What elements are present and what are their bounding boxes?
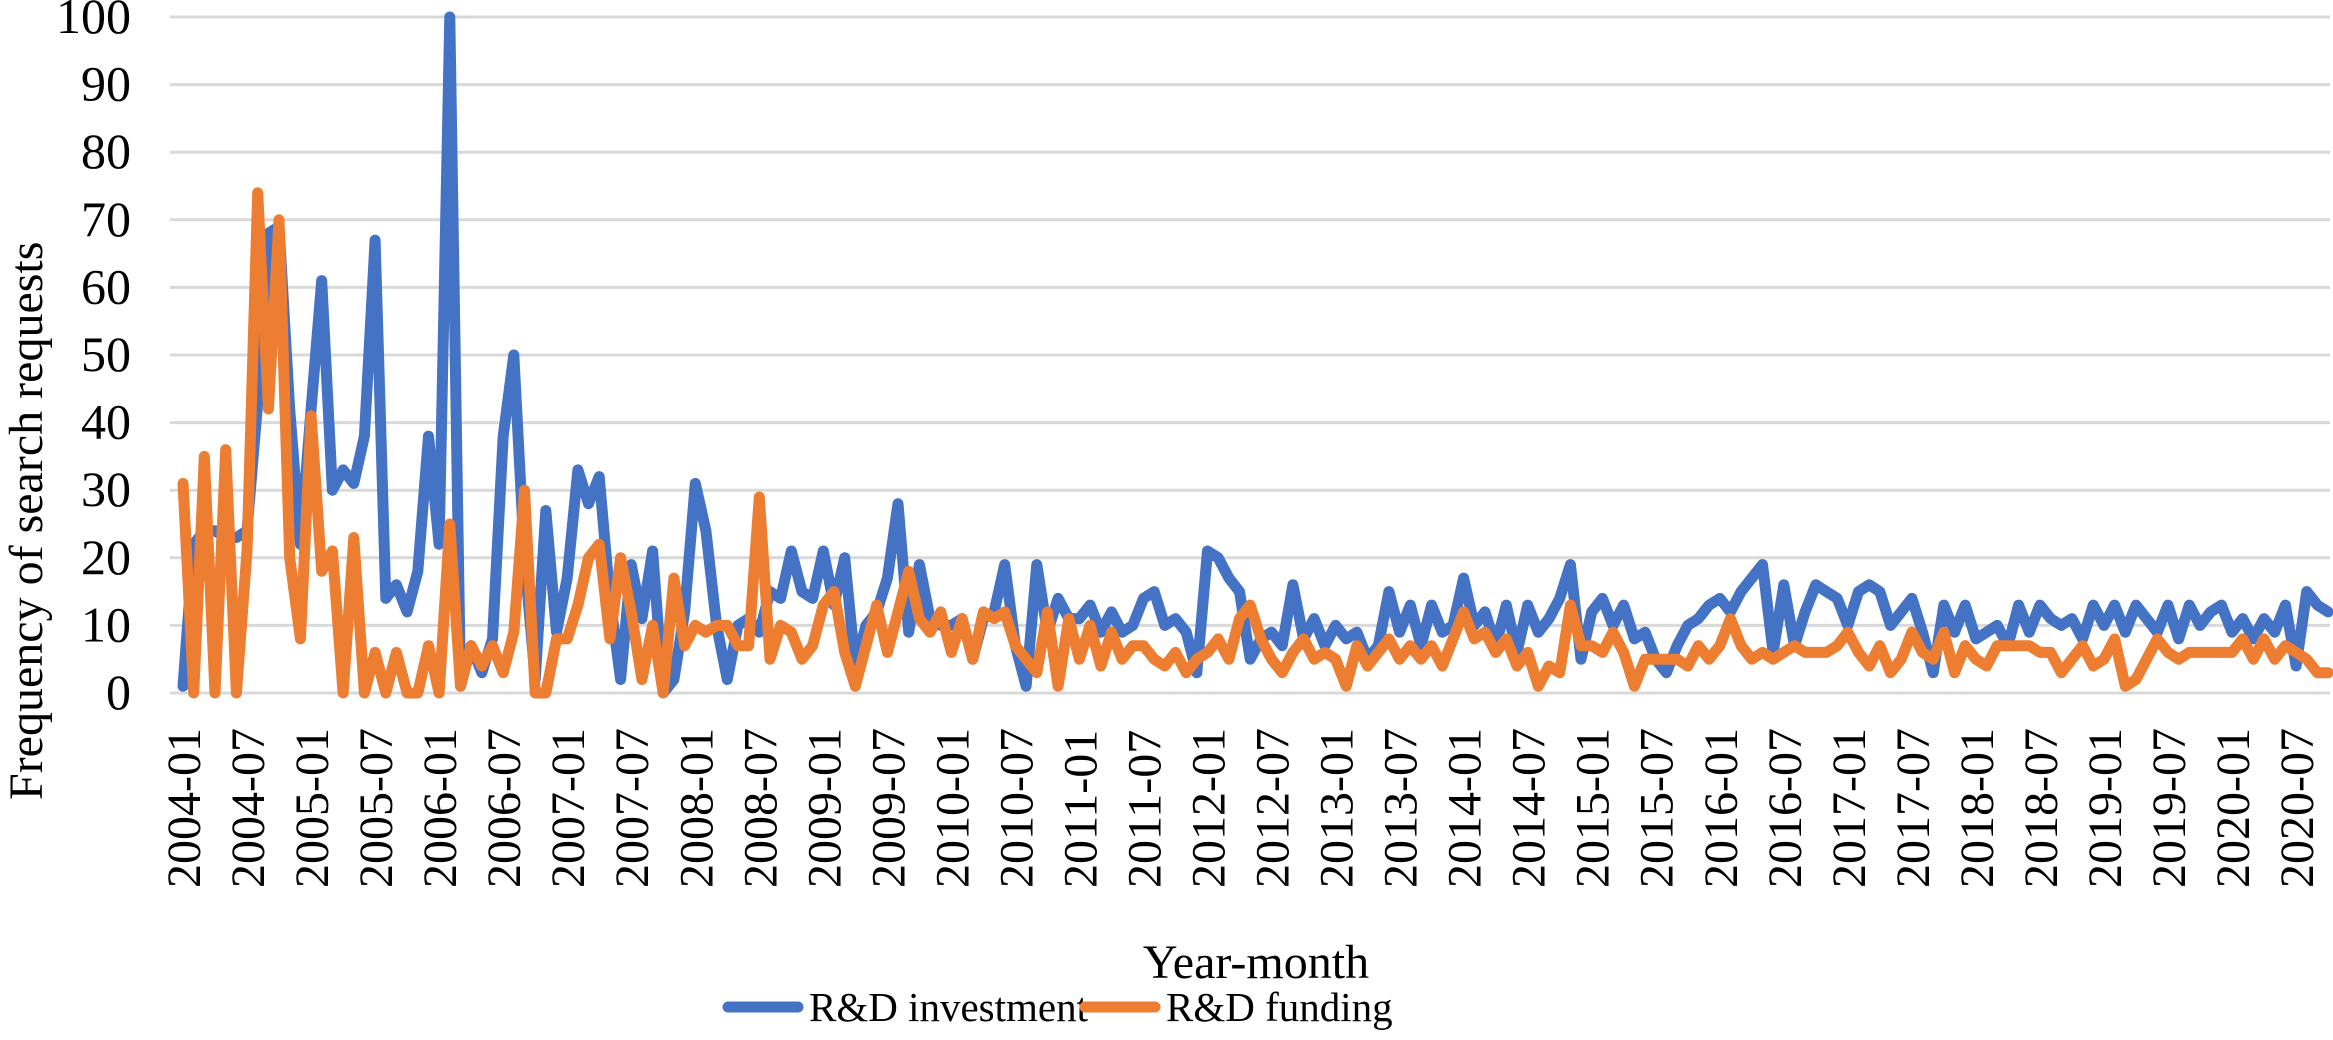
x-tick-label: 2015-01 [1567, 728, 1620, 888]
x-tick-label: 2008-01 [670, 728, 723, 888]
legend-item-rd-funding: R&D funding [1079, 984, 1393, 1030]
legend: R&D investment R&D funding [722, 984, 1393, 1030]
x-tick-label: 2014-07 [1503, 728, 1556, 888]
y-tick-label: 30 [81, 461, 131, 517]
x-tick-label: 2016-07 [1759, 728, 1812, 888]
x-tick-label: 2018-07 [2015, 728, 2068, 888]
x-tick-label: 2006-07 [478, 728, 531, 888]
y-tick-label: 40 [81, 394, 131, 450]
y-tick-label: 80 [81, 123, 131, 179]
x-tick-label: 2017-01 [1823, 728, 1876, 888]
x-axis-title: Year-month [1143, 936, 1369, 989]
x-tick-label: 2007-01 [542, 728, 595, 888]
x-tick-label: 2011-07 [1119, 730, 1172, 888]
x-tick-label: 2011-01 [1054, 730, 1107, 888]
x-tick-label: 2008-07 [734, 728, 787, 888]
x-tick-label: 2018-01 [1951, 728, 2004, 888]
x-tick-label: 2005-07 [350, 728, 403, 888]
y-tick-label: 70 [81, 191, 131, 247]
series-layer [177, 11, 2333, 699]
x-tick-label: 2004-01 [158, 728, 211, 888]
x-tick-label: 2014-01 [1439, 728, 1492, 888]
y-tick-label: 50 [81, 326, 131, 382]
x-tick-label: 2010-01 [926, 728, 979, 888]
y-axis-title: Frequency of search requests [0, 242, 53, 800]
x-tick-label: 2019-01 [2079, 728, 2132, 888]
x-tick-label: 2009-07 [862, 728, 915, 888]
x-tick-label: 2015-07 [1631, 728, 1684, 888]
y-tick-label: 100 [56, 0, 131, 44]
series-line-r-d-investment [177, 11, 2333, 699]
y-axis-tick-labels: 0 10 20 30 40 50 60 70 80 90 100 [56, 0, 131, 720]
y-tick-label: 20 [81, 529, 131, 585]
series-line-r-d-funding [177, 187, 2333, 699]
y-tick-label: 90 [81, 56, 131, 112]
x-tick-label: 2007-07 [606, 728, 659, 888]
x-tick-label: 2020-01 [2207, 728, 2260, 888]
x-tick-label: 2019-07 [2143, 728, 2196, 888]
y-tick-label: 60 [81, 258, 131, 314]
y-tick-label: 10 [81, 596, 131, 652]
x-tick-label: 2016-01 [1695, 728, 1748, 888]
x-tick-label: 2020-07 [2271, 728, 2324, 888]
x-tick-label: 2013-07 [1375, 728, 1428, 888]
x-tick-label: 2013-01 [1311, 728, 1364, 888]
x-tick-label: 2006-01 [414, 728, 467, 888]
x-tick-label: 2017-07 [1887, 728, 1940, 888]
x-tick-label: 2005-01 [286, 728, 339, 888]
legend-item-rd-investment: R&D investment [722, 984, 1089, 1030]
x-axis-tick-labels: 2004-01 2004-07 2005-01 2005-07 2006-01 2006-… [158, 728, 2324, 888]
x-tick-label: 2010-07 [990, 728, 1043, 888]
x-tick-label: 2012-01 [1183, 728, 1236, 888]
x-tick-label: 2012-07 [1247, 728, 1300, 888]
x-tick-label: 2009-01 [798, 728, 851, 888]
x-tick-label: 2004-07 [222, 728, 275, 888]
legend-label-rd-funding: R&D funding [1166, 984, 1393, 1030]
legend-label-rd-investment: R&D investment [809, 984, 1089, 1030]
y-tick-label: 0 [106, 664, 131, 720]
